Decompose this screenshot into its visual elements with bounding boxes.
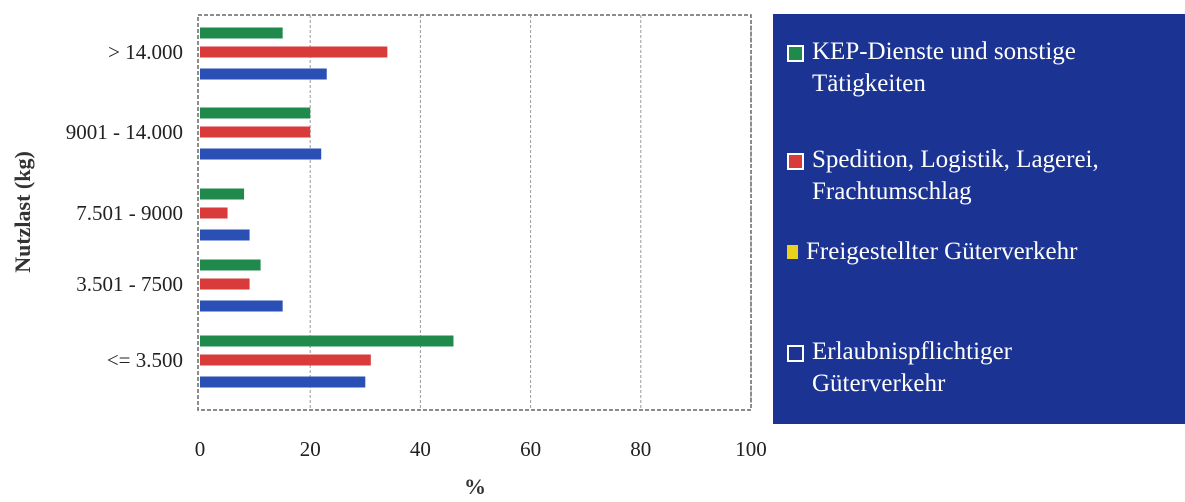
- bar: [200, 148, 322, 160]
- legend-swatch: [787, 153, 804, 170]
- x-tick-label: 60: [520, 437, 541, 461]
- bar: [200, 300, 283, 312]
- legend-swatch: [787, 345, 804, 362]
- legend-item-kep: KEP-Dienste und sonstige Tätigkeiten: [787, 36, 1179, 100]
- x-axis-title: %: [464, 474, 486, 499]
- category-label: > 14.000: [108, 40, 183, 64]
- legend-label: KEP-Dienste und sonstige Tätigkeiten: [812, 38, 1076, 97]
- bar: [200, 229, 250, 241]
- category-labels: > 14.000 9001 - 14.000 7.501 - 9000 3.501 -…: [66, 40, 183, 372]
- legend-label: Erlaubnispflichtiger Güterverkehr: [812, 338, 1012, 397]
- bar: [200, 335, 454, 347]
- legend-item-erlaubnispflichtig: Erlaubnispflichtiger Güterverkehr: [787, 336, 1179, 400]
- bars: [200, 27, 454, 388]
- bar: [200, 354, 371, 366]
- legend-label: Spedition, Logistik, Lagerei, Frachtumsc…: [812, 146, 1099, 205]
- bar: [200, 27, 283, 39]
- bar: [200, 68, 327, 80]
- bar: [200, 126, 311, 138]
- x-tick-label: 0: [195, 437, 206, 461]
- plot-frame: [197, 14, 752, 411]
- legend: KEP-Dienste und sonstige Tätigkeiten Spe…: [773, 14, 1185, 424]
- bar: [200, 188, 245, 200]
- grid-lines: [309, 15, 752, 410]
- category-label: 9001 - 14.000: [66, 120, 183, 144]
- bar: [200, 259, 261, 271]
- y-axis-title: Nutzlast (kg): [10, 151, 35, 273]
- bar: [200, 107, 311, 119]
- category-label: <= 3.500: [107, 348, 183, 372]
- bar: [200, 376, 366, 388]
- bar: [200, 278, 250, 290]
- bar: [200, 207, 228, 219]
- legend-item-freigestellt: Freigestellter Güterverkehr: [787, 236, 1179, 268]
- x-tick-label: 20: [300, 437, 321, 461]
- legend-label: Freigestellter Güterverkehr: [806, 238, 1078, 265]
- x-tick-label: 40: [410, 437, 431, 461]
- x-tick-label: 80: [630, 437, 651, 461]
- x-tick-labels: 0 20 40 60 80 100: [195, 437, 767, 461]
- x-tick-label: 100: [735, 437, 767, 461]
- legend-item-spedition: Spedition, Logistik, Lagerei, Frachtumsc…: [787, 144, 1179, 208]
- bar: [200, 46, 388, 58]
- legend-swatch: [787, 245, 798, 259]
- category-label: 7.501 - 9000: [76, 201, 183, 225]
- category-label: 3.501 - 7500: [76, 272, 183, 296]
- legend-swatch: [787, 45, 804, 62]
